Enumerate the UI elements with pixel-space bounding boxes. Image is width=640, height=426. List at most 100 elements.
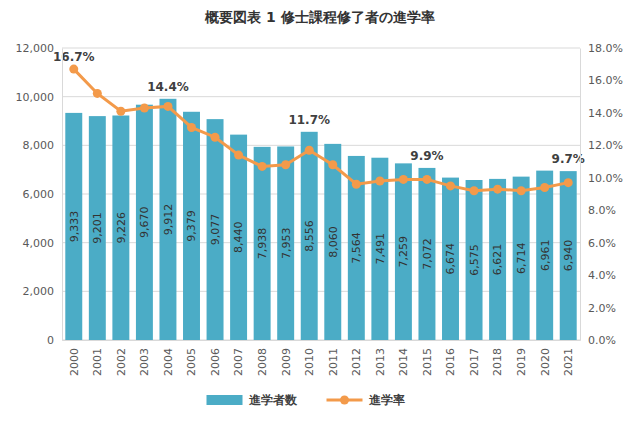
marker (564, 178, 573, 187)
marker (187, 123, 196, 132)
bar (277, 146, 294, 340)
marker (116, 107, 125, 116)
tick-label: 8,000 (23, 139, 55, 152)
bar (418, 168, 435, 340)
tick-label: 2012 (350, 348, 363, 376)
bar (489, 179, 506, 340)
legend-symbol (340, 396, 349, 405)
marker (281, 160, 290, 169)
legend: 進学者数進学率 (207, 393, 405, 407)
bar (301, 132, 318, 340)
tick: 2017 (468, 348, 481, 376)
tick-label: 6.0% (588, 237, 616, 250)
tick: 2010 (303, 348, 316, 376)
tick: 2013 (374, 348, 387, 376)
line-label: 11.7% (288, 113, 330, 127)
tick: 0.0% (580, 334, 616, 347)
tick-label: 2019 (515, 348, 528, 376)
bar-series (65, 99, 576, 340)
marker (422, 175, 431, 184)
bar (324, 144, 341, 340)
legend-label: 進学率 (368, 393, 405, 407)
tick-label: 2,000 (23, 285, 55, 298)
marker (69, 65, 78, 74)
marker (93, 89, 102, 98)
tick-label: 2018 (491, 348, 504, 376)
tick-label: 4,000 (23, 237, 55, 250)
bar-label: 6,961 (539, 240, 552, 272)
tick: 2006 (209, 348, 222, 376)
marker (258, 162, 267, 171)
bar-label: 9,226 (115, 212, 128, 244)
tick-label: 2000 (68, 348, 81, 376)
tick: 2012 (350, 348, 363, 376)
tick: 2014 (397, 348, 410, 376)
tick-label: 2001 (91, 348, 104, 376)
tick: 2019 (515, 348, 528, 376)
bar (395, 163, 412, 340)
marker (140, 104, 149, 113)
bar (513, 177, 530, 340)
line-label: 9.7% (552, 152, 585, 166)
bar-label: 7,953 (280, 227, 293, 259)
bar-label: 9,201 (91, 212, 104, 244)
tick: 6,000 (23, 188, 63, 201)
tick: 2000 (68, 348, 81, 376)
line-label: 9.9% (410, 149, 443, 163)
marker (375, 177, 384, 186)
tick: 8,000 (23, 139, 63, 152)
tick-label: 12,000 (16, 42, 55, 55)
plot-area (65, 65, 576, 340)
tick: 8.0% (580, 204, 616, 217)
tick-label: 16.0% (588, 74, 623, 87)
marker (328, 160, 337, 169)
bar (112, 116, 129, 340)
tick: 18.0% (580, 42, 623, 55)
tick-label: 18.0% (588, 42, 623, 55)
bar-label: 7,259 (397, 236, 410, 268)
tick: 2011 (327, 348, 340, 376)
bar-label: 6,621 (491, 244, 504, 276)
tick: 2005 (185, 348, 198, 376)
tick-label: 2020 (539, 348, 552, 376)
axis-line (580, 49, 581, 341)
tick-label: 8.0% (588, 204, 616, 217)
marker (446, 181, 455, 190)
bar (207, 119, 224, 340)
tick-label: 2008 (256, 348, 269, 376)
bar-label: 7,072 (421, 238, 434, 270)
tick-label: 2017 (468, 348, 481, 376)
chart: 概要図表 1 修士課程修了者の進学率9,3339,2019,2269,6709,… (0, 0, 640, 426)
x-axis: 2000200120022003200420052006200720082009… (63, 341, 581, 377)
tick: 2021 (562, 348, 575, 376)
tick: 2016 (444, 348, 457, 376)
tick: 14.0% (580, 107, 623, 120)
y2-axis: 0.0%2.0%4.0%6.0%8.0%10.0%12.0%14.0%16.0%… (580, 42, 623, 347)
tick-label: 4.0% (588, 269, 616, 282)
bar-label: 8,556 (303, 220, 316, 252)
marker (493, 185, 502, 194)
bar (254, 147, 271, 340)
tick: 12.0% (580, 139, 623, 152)
bar (230, 135, 247, 340)
tick-label: 2014 (397, 348, 410, 376)
line-label: 14.4% (147, 80, 189, 94)
markers (69, 65, 572, 196)
bar-label: 9,077 (209, 214, 222, 246)
tick-label: 2007 (232, 348, 245, 376)
bar-label: 9,912 (162, 204, 175, 236)
bar-label: 8,060 (327, 226, 340, 257)
tick: 2020 (539, 348, 552, 376)
tick-label: 2003 (138, 348, 151, 376)
bar-label: 6,940 (562, 240, 575, 272)
tick-label: 0 (47, 334, 54, 347)
bar (371, 158, 388, 340)
tick: 6.0% (580, 237, 616, 250)
tick-label: 2.0% (588, 302, 616, 315)
marker (540, 183, 549, 192)
bar (466, 180, 483, 340)
tick: 2003 (138, 348, 151, 376)
bar (442, 178, 459, 340)
bar (183, 112, 200, 340)
bar (136, 105, 153, 340)
